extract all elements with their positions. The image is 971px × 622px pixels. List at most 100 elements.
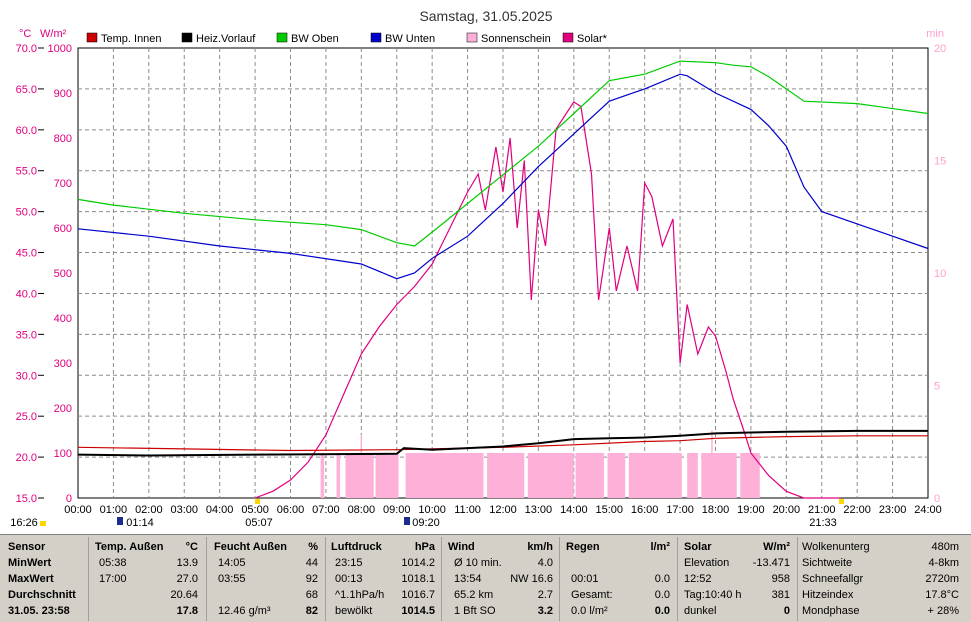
sunshine-bar [740,453,760,498]
y-tick-temp: 50.0 [16,207,37,219]
sunshine-bar [628,453,682,498]
stats-separator [325,537,326,621]
chart-title: Samstag, 31.05.2025 [419,8,552,24]
rain-label: 0.0 l/m² [571,605,608,617]
header-rain: Regen [566,541,600,553]
wind-label: Ø 10 min. [454,557,502,569]
y-tick-solar: 300 [54,358,72,370]
humid-value: 68 [305,589,318,601]
legend-swatch [562,32,574,43]
series-line-bw-oben [77,60,929,247]
legend-swatch [370,32,382,43]
extra-label: Mondphase [802,605,860,617]
y-tick-temp: 25.0 [16,411,37,423]
x-tick: 13:00 [525,504,553,516]
header-rain-unit: l/m² [650,541,670,553]
stats-separator [206,537,207,621]
x-tick: 21:00 [808,504,836,516]
y-tick-solar: 500 [54,268,72,280]
solar-value: 958 [771,573,790,585]
moon-start-icon [40,521,46,526]
stats-separator [441,537,442,621]
stats-separator [797,537,798,621]
x-tick: 15:00 [595,504,623,516]
y-tick-minutes: 20 [934,43,946,55]
solar-label: Elevation [684,557,730,569]
x-tick: 19:00 [737,504,765,516]
solar-label: dunkel [684,605,717,617]
sunshine-bar [607,453,626,498]
series-lines [77,60,929,499]
pressure-time: 00:13 [335,573,363,585]
pressure-value: 1018.1 [401,573,435,585]
legend-swatch [181,32,193,43]
pressure-time: bewölkt [335,605,373,617]
legend-label: Heiz.Vorlauf [196,33,256,45]
y-tick-temp: 15.0 [16,493,37,505]
series-line-bw-unten [77,73,929,280]
axis-labels: 15.0 20.0 25.0 30.0 35.0 40.0 45.0 50.0 55.0 60.0… [16,43,947,516]
solar-value: -13.471 [752,557,790,569]
extra-label: Sichtweite [802,557,853,569]
extra-value: 480m [931,541,959,553]
row-label: MaxWert [8,573,54,585]
x-tick: 24:00 [914,504,942,516]
sunshine-bar [575,453,604,498]
weather-chart: Samstag, 31.05.2025 °C W/m² min Temp. In… [10,8,947,529]
solar-label: Tag:10:40 h [684,589,742,601]
solar-value: 0 [783,605,790,617]
y-tick-minutes: 0 [934,493,940,505]
humid-time: 14:05 [218,557,246,569]
legend-label: BW Oben [291,33,339,45]
y-tick-solar: 100 [54,448,72,460]
wind-value: 3.2 [537,605,553,617]
humid-time: 03:55 [218,573,246,585]
x-tick: 08:00 [348,504,376,516]
solar-value: 381 [771,589,790,601]
legend-label: Sonnenschein [481,33,551,45]
humid-time: 12.46 g/m³ [218,605,271,617]
x-tick: 05:00 [241,504,269,516]
y-tick-minutes: 5 [934,381,940,393]
temp-time: 17:00 [99,573,127,585]
extra-label: Wolkenunterg [802,541,870,553]
x-tick: 10:00 [418,504,446,516]
y-tick-temp: 65.0 [16,84,37,96]
x-tick: 09:00 [383,504,411,516]
header-pressure-unit: hPa [414,541,435,553]
pressure-value: 1016.7 [401,589,435,601]
sunshine-bars [320,430,760,498]
extra-label: Schneefallgr [802,573,864,585]
temp-value: 20.64 [170,589,198,601]
sunrise-time: 05:07 [245,517,273,529]
y-tick-minutes: 10 [934,268,946,280]
row-label: Durchschnitt [8,589,76,601]
stats-separator [88,537,89,621]
extra-value: 17.8°C [925,589,959,601]
legend-swatch [86,32,98,43]
header-wind: Wind [448,541,475,553]
y-tick-temp: 55.0 [16,166,37,178]
header-solar: Solar [684,541,712,553]
y-tick-solar: 600 [54,223,72,235]
y-tick-solar: 0 [66,493,72,505]
stats-panel: Sensor Temp. Außen °C Feucht Außen% Luftdruc… [0,534,971,622]
sunshine-bar [527,453,574,498]
y-tick-temp: 70.0 [16,43,37,55]
solar-label: 12:52 [684,573,712,585]
rain-label: 00:01 [571,573,599,585]
x-tick: 02:00 [135,504,163,516]
x-tick: 18:00 [702,504,730,516]
temp-value: 27.0 [176,573,198,585]
y-tick-temp: 30.0 [16,370,37,382]
header-humid: Feucht Außen [214,541,287,553]
y-tick-minutes: 15 [934,156,946,168]
y-tick-solar: 700 [54,178,72,190]
x-tick: 03:00 [170,504,198,516]
x-tick: 01:00 [100,504,128,516]
x-tick: 17:00 [666,504,694,516]
rain-value: 0.0 [654,605,670,617]
rain-label: Gesamt: [571,589,613,601]
unit-minutes: min [926,28,944,40]
y-tick-temp: 45.0 [16,248,37,260]
